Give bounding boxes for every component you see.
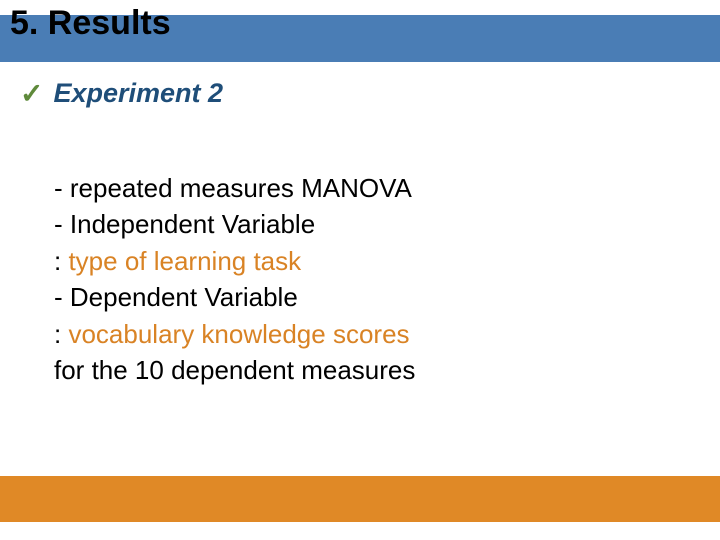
content-block: - repeated measures MANOVA - Independent… [54, 170, 674, 388]
footer-band [0, 476, 720, 522]
slide-title: 5. Results [10, 4, 171, 43]
content-line-2: - Independent Variable [54, 206, 674, 242]
line1-prefix: - [54, 173, 70, 203]
subtitle-row: ✓ Experiment 2 [20, 77, 223, 110]
content-line-4: - Dependent Variable [54, 279, 674, 315]
subtitle-text: Experiment 2 [53, 78, 223, 109]
line5-highlight: vocabulary knowledge scores [68, 319, 409, 349]
content-line-3: : type of learning task [54, 243, 674, 279]
line1-main: repeated measures MANOVA [70, 173, 412, 203]
line3-highlight: type of learning task [68, 246, 301, 276]
line3-prefix: : [54, 246, 68, 276]
content-line-1: - repeated measures MANOVA [54, 170, 674, 206]
content-line-5: : vocabulary knowledge scores [54, 316, 674, 352]
checkmark-icon: ✓ [20, 77, 43, 110]
content-line-6: for the 10 dependent measures [54, 352, 674, 388]
line5-prefix: : [54, 319, 68, 349]
